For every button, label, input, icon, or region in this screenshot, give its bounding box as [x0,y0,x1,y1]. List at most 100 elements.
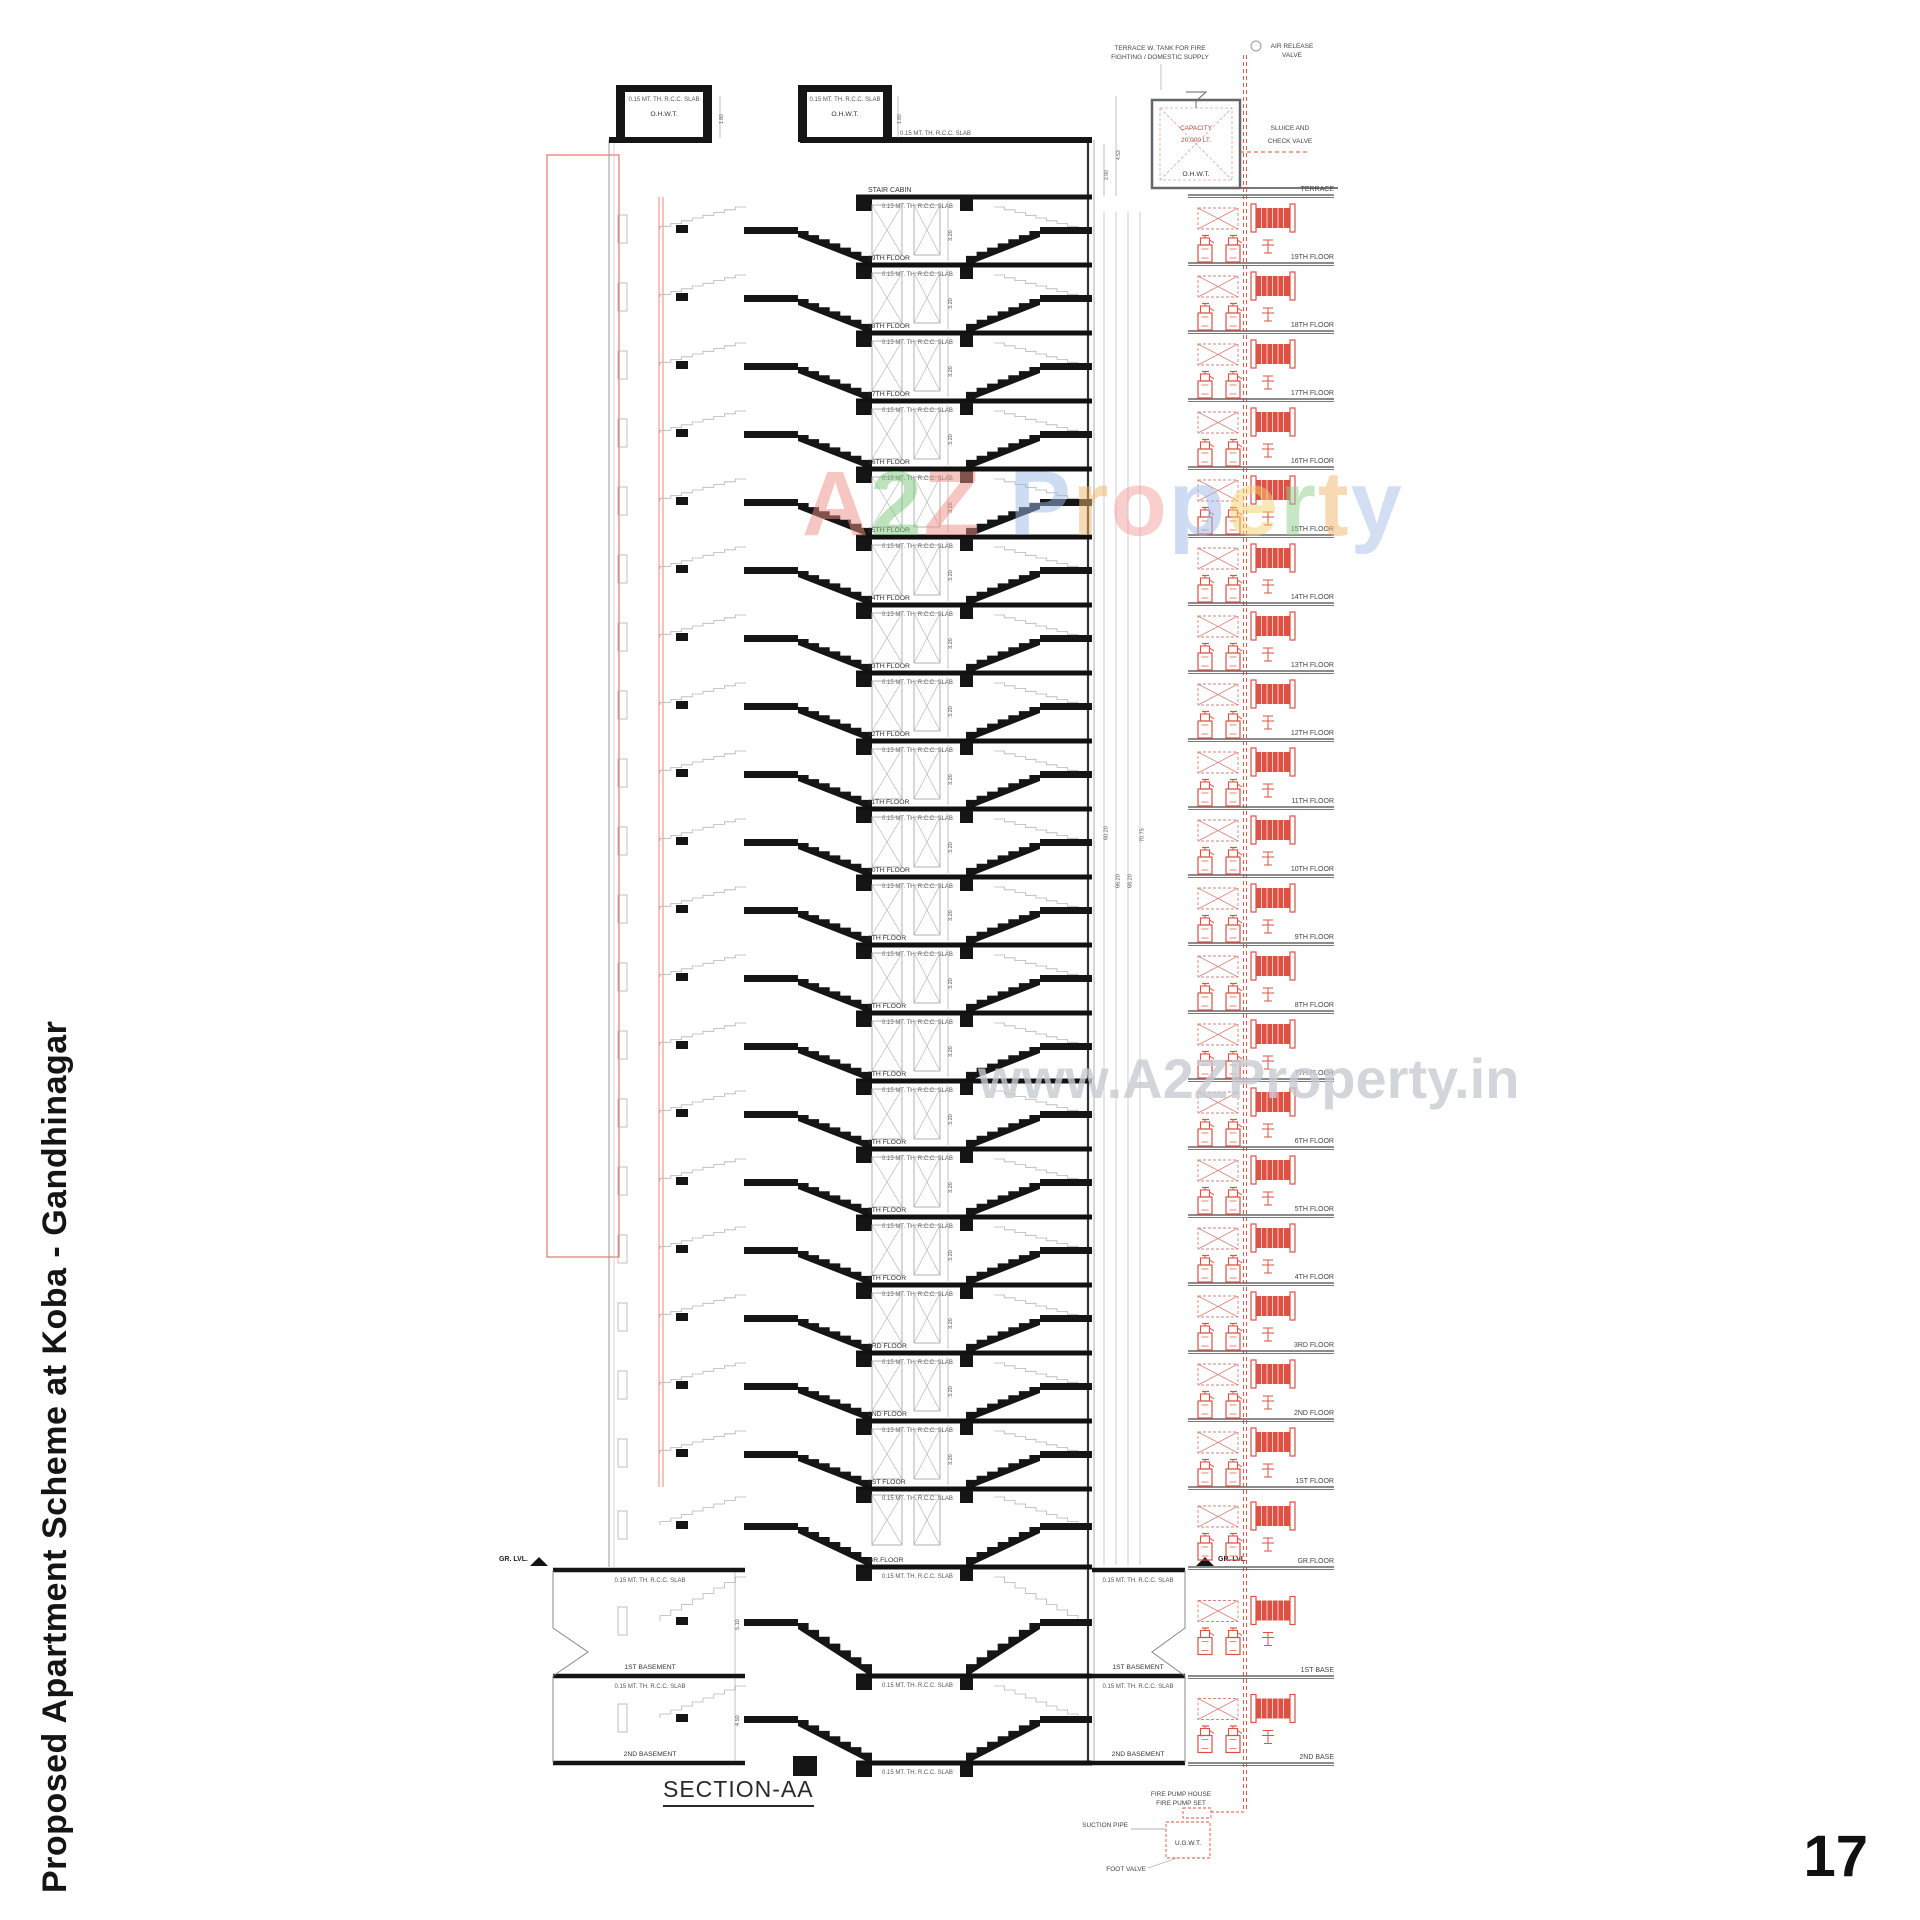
stair-landing [1040,1111,1092,1118]
line [871,1156,903,1208]
lift-door [871,748,903,800]
line [1209,443,1215,448]
fire-extinguisher-icon [1199,1257,1211,1266]
rect [960,266,973,279]
level-marker [1196,1557,1214,1566]
rect [960,674,973,687]
lift-door [913,884,941,936]
hose-cabinet-icon [1197,1295,1239,1318]
fire-extinguisher-icon [1225,1196,1241,1215]
dim-label: 3.20 [948,1114,954,1125]
stair-landing [1040,363,1092,370]
rect [960,810,973,823]
fire-extinguisher-icon [1197,1734,1213,1754]
hose-cabinet-icon [1197,615,1239,638]
slab-label: 0.15 MT. TH. R.C.C. SLAB [882,816,953,822]
rect [676,497,688,505]
hose-reel-icon [1250,1019,1257,1049]
lift-door [871,1292,903,1344]
line [1209,783,1215,788]
line [913,1494,941,1546]
line [1237,579,1243,584]
lift-door [913,680,941,732]
lift-door [871,1020,903,1072]
line [913,816,941,868]
slab-label: 0.15 MT. TH. R.C.C. SLAB [882,1683,953,1689]
hose-reel-icon [1289,203,1296,233]
rect [856,1568,872,1581]
fire-extinguisher-icon [1197,856,1213,875]
line [1237,239,1243,244]
line [1237,715,1243,720]
stair-flight [798,843,872,878]
dim-label: 3.20 [948,1318,954,1329]
upper-flight [659,1294,746,1317]
rect [856,1082,872,1095]
line [913,408,941,460]
line [1237,1191,1243,1196]
line [1209,1055,1215,1060]
hose-cabinet-icon [1197,819,1239,842]
stair-flight [798,1115,872,1150]
fire-extinguisher-icon [1227,781,1239,790]
rect [676,1109,688,1117]
hose-reel-icon [1256,276,1290,296]
dim-label: 2.90 [1104,170,1110,180]
wall-window [617,1370,628,1400]
stair-landing [1040,431,1092,438]
watermark-letter: P [1009,453,1073,555]
fire-extinguisher-icon [1225,924,1241,943]
hose-cabinet-icon [1197,1505,1239,1528]
floor-label: 15TH FLOOR [868,527,910,534]
rect [676,1245,688,1253]
upper-flight [994,1496,1079,1525]
upper-flight [994,1362,1079,1385]
stair-landing [744,1523,798,1530]
line [1209,647,1215,652]
hose-reel-icon [1256,412,1290,432]
hose-reel-icon [1289,1223,1296,1253]
stair-landing [1040,499,1092,506]
stair-flight [966,1183,1040,1218]
fire-extinguisher-icon [1225,312,1241,331]
line [1197,1363,1239,1386]
floor-label: 5TH FLOOR [868,1207,906,1214]
stair-landing [1040,567,1092,574]
retaining-wall [552,1570,589,1763]
dim-label: 3.20 [948,1454,954,1465]
rect [676,1714,688,1722]
line [871,748,903,800]
fire-extinguisher-icon [1225,1400,1241,1419]
sheet-title: Proposed Apartment Scheme at Koba - Gand… [36,1020,74,1893]
upper-flight [994,274,1079,297]
slab-label: 0.15 MT. TH. R.C.C. SLAB [882,1770,953,1776]
stair-base [793,1756,817,1776]
basement-label: 2ND BASEMENT [1112,1751,1165,1758]
hose-cabinet-icon [1197,683,1239,706]
stair-landing [744,567,798,574]
lift-door [913,748,941,800]
line [1197,343,1239,366]
rect [856,266,872,279]
hose-cabinet-icon [1197,1431,1239,1454]
line [1237,511,1243,516]
line [1197,547,1239,570]
stair-landing [744,1247,798,1254]
fire-extinguisher-icon [1225,1332,1241,1351]
hose-cabinet-icon [1197,411,1239,434]
slab-label: 0.15 MT. TH. R.C.C. SLAB [882,1156,953,1162]
watermark-letter: t [1317,453,1351,555]
lift-door [913,612,941,664]
stair-landing [744,907,798,914]
rect [856,1286,872,1299]
hose-reel-icon [1250,1291,1257,1321]
rect [856,1150,872,1163]
upper-flight [994,1576,1079,1621]
slab-label: 0.15 MT. TH. R.C.C. SLAB [882,884,953,890]
lift-door [871,952,903,1004]
hose-reel-icon [1256,1024,1290,1044]
line [1209,307,1215,312]
fire-extinguisher-icon [1199,1727,1211,1737]
line [913,476,941,528]
